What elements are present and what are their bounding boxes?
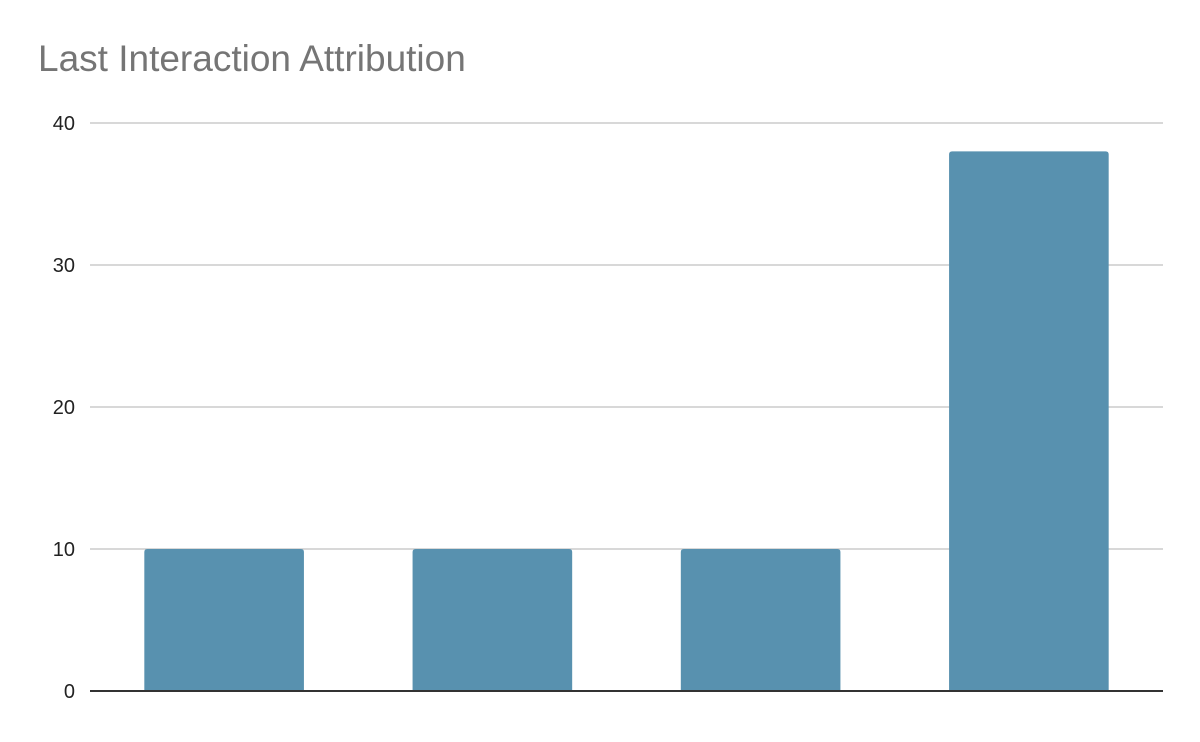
- bar: [412, 549, 573, 691]
- y-tick-label: 20: [53, 397, 75, 419]
- y-tick-label: 40: [53, 113, 75, 135]
- y-tick-label: 0: [64, 681, 75, 703]
- bar: [680, 549, 841, 691]
- chart-title: Last Interaction Attribution: [38, 38, 466, 79]
- bar: [949, 151, 1109, 691]
- y-tick-label: 30: [53, 255, 75, 277]
- y-tick-label: 10: [53, 539, 75, 561]
- bar: [144, 549, 304, 691]
